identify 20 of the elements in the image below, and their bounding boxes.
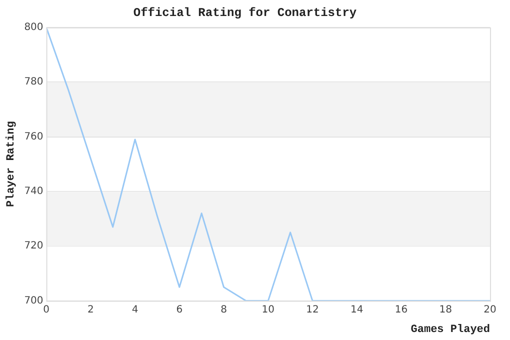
y-tick-label: 720 bbox=[24, 240, 44, 252]
x-tick-label: 8 bbox=[220, 304, 227, 316]
y-tick-label: 800 bbox=[24, 22, 44, 33]
y-tick-label: 740 bbox=[24, 186, 44, 198]
x-tick-label: 4 bbox=[132, 304, 138, 316]
x-tick-label: 18 bbox=[439, 304, 452, 316]
y-axis-title: Player Rating bbox=[5, 121, 18, 208]
x-tick-label: 2 bbox=[87, 304, 94, 316]
x-tick-label: 16 bbox=[394, 304, 408, 316]
x-tick-label: 12 bbox=[306, 304, 319, 316]
x-tick-label: 10 bbox=[262, 304, 275, 316]
y-tick-label: 700 bbox=[24, 295, 44, 306]
y-tick-label: 780 bbox=[24, 76, 44, 88]
y-tick-label: 760 bbox=[24, 131, 44, 142]
x-axis-title: Games Played bbox=[410, 324, 490, 336]
x-tick-label: 6 bbox=[176, 304, 183, 316]
x-tick-label: 14 bbox=[350, 304, 364, 316]
chart-title: Official Rating for Conartistry bbox=[133, 6, 357, 20]
x-tick-label: 0 bbox=[43, 304, 50, 316]
x-tick-label: 20 bbox=[484, 304, 496, 316]
